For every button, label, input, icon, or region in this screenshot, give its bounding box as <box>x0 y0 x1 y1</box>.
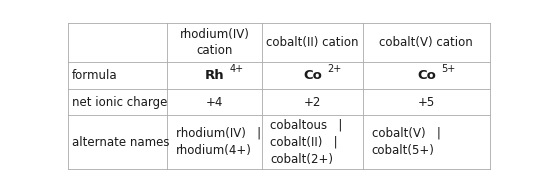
Text: +4: +4 <box>206 96 223 109</box>
Text: 4+: 4+ <box>229 64 243 74</box>
Text: rhodium(IV)
cation: rhodium(IV) cation <box>180 28 250 57</box>
Text: +2: +2 <box>304 96 321 109</box>
Text: net ionic charge: net ionic charge <box>72 96 168 109</box>
Text: Co: Co <box>303 69 322 82</box>
Text: +5: +5 <box>418 96 435 109</box>
Text: 5+: 5+ <box>441 64 455 74</box>
Text: 2+: 2+ <box>327 64 342 74</box>
Text: formula: formula <box>72 69 118 82</box>
Text: cobalt(II) cation: cobalt(II) cation <box>266 36 359 49</box>
Text: Co: Co <box>417 69 436 82</box>
Text: Rh: Rh <box>205 69 224 82</box>
Text: rhodium(IV)   |
rhodium(4+): rhodium(IV) | rhodium(4+) <box>176 127 261 157</box>
Text: cobaltous   |
cobalt(II)   |
cobalt(2+): cobaltous | cobalt(II) | cobalt(2+) <box>270 118 343 166</box>
Text: cobalt(V) cation: cobalt(V) cation <box>380 36 473 49</box>
Text: alternate names: alternate names <box>72 135 170 149</box>
Text: cobalt(V)   |
cobalt(5+): cobalt(V) | cobalt(5+) <box>372 127 441 157</box>
